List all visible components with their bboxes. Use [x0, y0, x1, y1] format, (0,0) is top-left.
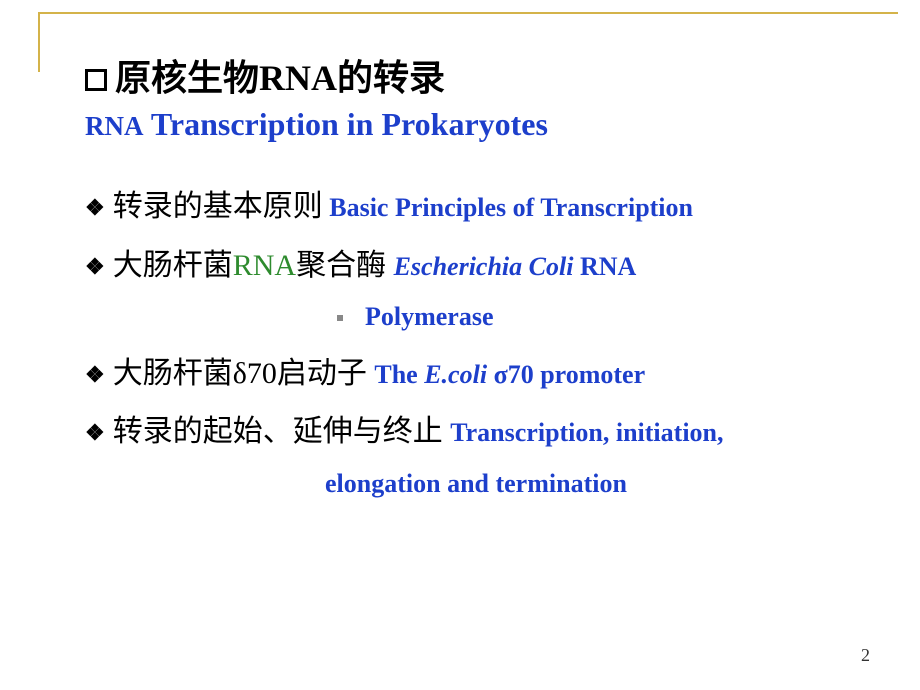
title-chinese: 原核生物RNA的转录 [85, 55, 860, 102]
item1-en: Basic Principles of Transcription [323, 193, 693, 222]
item3-en-a: The [374, 360, 424, 389]
item2-cn-b: 聚合酶 [296, 249, 394, 282]
diamond-bullet-icon: ❖ [85, 356, 105, 395]
title-cn-rna: RNA [259, 58, 337, 98]
item4-en: Transcription, initiation, [450, 418, 723, 447]
slide-content: 原核生物RNA的转录 RNA Transcription in Prokaryo… [0, 0, 920, 690]
item3-en-italic: E.coli [424, 360, 493, 389]
item4-continuation: elongation and termination [325, 459, 860, 508]
item2-continuation: Polymerase [365, 292, 860, 341]
item3-en-b: σ70 promoter [494, 360, 646, 389]
title-cn-suffix: 的转录 [337, 58, 445, 98]
hollow-square-bullet-icon [85, 69, 107, 91]
title-block: 原核生物RNA的转录 RNA Transcription in Prokaryo… [85, 55, 860, 145]
item2-en-italic: Escherichia Coli [394, 252, 574, 281]
diamond-bullet-icon: ❖ [85, 189, 105, 228]
item4-cn: 转录的起始、延伸与终止 [113, 415, 451, 448]
bullet-list: ❖转录的基本原则 Basic Principles of Transcripti… [85, 181, 860, 508]
title-en-rest: Transcription in Prokaryotes [144, 106, 548, 142]
center-dot-icon [337, 315, 343, 321]
title-english: RNA Transcription in Prokaryotes [85, 104, 860, 146]
item1-cn: 转录的基本原则 [113, 190, 323, 223]
page-number: 2 [861, 645, 870, 666]
item3-cn: 大肠杆菌δ70启动子 [113, 357, 375, 390]
item2-rna-green: RNA [233, 249, 296, 282]
title-cn-prefix: 原核生物 [115, 58, 259, 98]
diamond-bullet-icon: ❖ [85, 414, 105, 453]
list-item: ❖大肠杆菌RNA聚合酶 Escherichia Coli RNA Polymer… [85, 240, 860, 342]
item2-en: RNA [573, 252, 636, 281]
diamond-bullet-icon: ❖ [85, 248, 105, 287]
list-item: ❖大肠杆菌δ70启动子 The E.coli σ70 promoter [85, 348, 860, 401]
list-item: ❖转录的起始、延伸与终止 Transcription, initiation, … [85, 406, 860, 508]
title-en-small: RNA [85, 111, 144, 141]
item2-cn-a: 大肠杆菌 [113, 249, 233, 282]
list-item: ❖转录的基本原则 Basic Principles of Transcripti… [85, 181, 860, 234]
